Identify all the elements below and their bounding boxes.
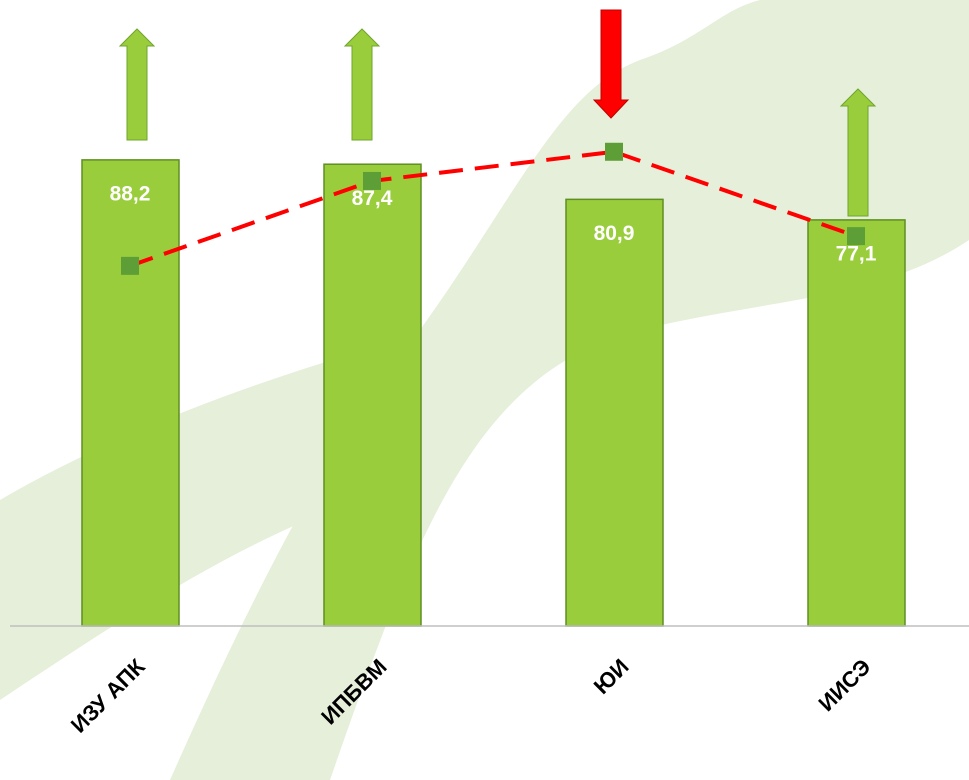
bar [81, 159, 180, 627]
bar [565, 198, 664, 627]
up-arrow [839, 88, 877, 217]
marker [847, 227, 865, 246]
marker [605, 142, 623, 161]
up-arrow [343, 28, 381, 141]
marker [363, 171, 381, 190]
x-tick-label: ИИСЭ [814, 654, 876, 716]
x-tick-label: ИЗУ АПК [66, 654, 150, 738]
marker [121, 256, 139, 275]
arrows [118, 9, 877, 217]
value-label: 80,9 [594, 222, 635, 245]
line [129, 149, 857, 268]
value-label: 87,4 [352, 187, 393, 210]
value-label: 88,2 [110, 182, 151, 205]
down-arrow [592, 9, 630, 119]
value-label: 77,1 [836, 242, 877, 265]
up-arrow [118, 28, 156, 141]
x-tick-label: ЮИ [589, 654, 634, 699]
bar [807, 219, 906, 627]
bar [323, 163, 422, 627]
